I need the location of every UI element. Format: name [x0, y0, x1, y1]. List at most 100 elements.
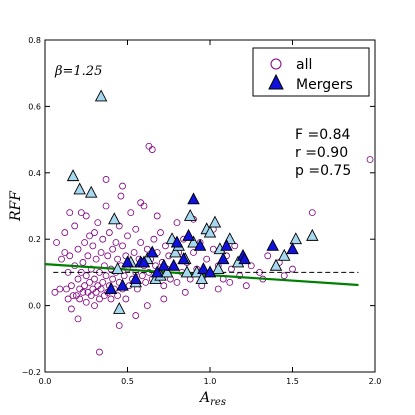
all-point: [66, 209, 74, 217]
merger-point: [146, 245, 159, 258]
y-tick-label: 0.2: [28, 235, 41, 244]
merger-point: [183, 208, 197, 221]
all-point: [79, 259, 87, 266]
all-point: [308, 209, 316, 217]
all-point: [74, 315, 82, 323]
all-point: [81, 282, 88, 290]
all-point: [99, 278, 107, 286]
merger-point: [170, 235, 184, 248]
merger-point: [208, 215, 222, 228]
all-point: [109, 245, 117, 253]
all-point: [97, 285, 105, 293]
all-point: [68, 282, 75, 290]
all-point: [92, 288, 100, 296]
all-point: [91, 302, 98, 310]
all-point: [120, 272, 128, 280]
all-point: [119, 182, 126, 190]
merger-point: [216, 252, 230, 265]
all-point: [64, 295, 72, 303]
all-point: [157, 229, 164, 236]
all-point: [97, 249, 105, 256]
merger-point: [289, 232, 303, 245]
all-point: [56, 285, 64, 293]
all-point: [82, 212, 90, 220]
all-point: [102, 202, 110, 210]
all-point: [132, 312, 140, 319]
mergers-series: [66, 89, 319, 314]
merger-point: [108, 212, 121, 225]
all-point: [242, 282, 250, 290]
stats-annotation: F =0.84 r =0.90 p =0.75: [295, 127, 351, 179]
legend-mergers-marker: [268, 73, 284, 90]
merger-point: [197, 262, 210, 275]
all-point: [68, 305, 75, 313]
all-point: [104, 252, 112, 260]
all-point: [74, 245, 82, 253]
all-point: [84, 252, 92, 260]
all-point: [66, 252, 74, 260]
merger-point: [203, 265, 217, 278]
merger-point: [306, 228, 319, 241]
merger-point: [104, 282, 118, 294]
merger-point: [157, 258, 171, 271]
all-point: [264, 252, 272, 260]
merger-point: [94, 89, 108, 102]
all-point: [143, 302, 151, 310]
all-point: [137, 199, 145, 207]
all-point: [53, 239, 60, 246]
x-tick-label: 1.5: [286, 377, 299, 386]
all-point: [81, 239, 88, 246]
all-point: [137, 239, 145, 246]
y-tick-label: 0.6: [28, 102, 41, 111]
y-tick-label: 0.8: [28, 36, 41, 45]
legend: all Mergers: [252, 47, 370, 97]
all-point: [82, 298, 90, 306]
merger-point: [177, 252, 190, 265]
merger-point: [193, 238, 207, 251]
all-point: [127, 209, 135, 217]
all-point: [92, 255, 100, 263]
merger-point: [66, 169, 80, 182]
beta-label: β=1.25: [54, 64, 102, 79]
axis-ticks: [44, 39, 376, 373]
all-point: [190, 249, 197, 256]
all-point: [181, 288, 189, 296]
y-tick-labels: −0.2 0.0 0.2 0.4 0.6 0.8: [22, 36, 41, 377]
all-point: [117, 192, 125, 200]
x-tick-label: 0.0: [39, 377, 52, 386]
merger-point: [203, 225, 217, 238]
merger-point: [160, 265, 174, 278]
all-point: [112, 239, 120, 246]
all-point: [203, 255, 211, 263]
all-point: [115, 322, 123, 329]
all-point: [61, 229, 69, 236]
x-tick-label: 1.0: [204, 377, 217, 386]
stat-p: p =0.75: [295, 163, 351, 179]
x-axis-label-main: A: [198, 390, 210, 406]
all-point: [122, 295, 130, 303]
merger-point: [180, 265, 194, 278]
all-point: [160, 282, 168, 290]
stat-r: r =0.90: [295, 145, 348, 161]
merger-point: [266, 238, 279, 251]
merger-point: [167, 258, 180, 271]
all-point: [214, 285, 222, 293]
all-point: [153, 212, 161, 220]
all-point: [124, 232, 131, 240]
all-point: [102, 176, 110, 183]
x-axis-label-sub: res: [210, 397, 226, 408]
all-point: [160, 295, 168, 303]
all-point: [162, 242, 169, 250]
all-point: [91, 229, 98, 236]
stat-f: F =0.84: [295, 127, 350, 143]
all-point: [148, 146, 156, 153]
all-point: [69, 292, 77, 300]
all-point: [280, 272, 288, 280]
all-point: [86, 232, 93, 240]
all-point: [132, 225, 140, 233]
all-point: [366, 156, 374, 163]
all-point: [173, 278, 181, 286]
all-point: [247, 262, 255, 270]
merger-point: [187, 192, 200, 205]
merger-point: [220, 238, 233, 251]
